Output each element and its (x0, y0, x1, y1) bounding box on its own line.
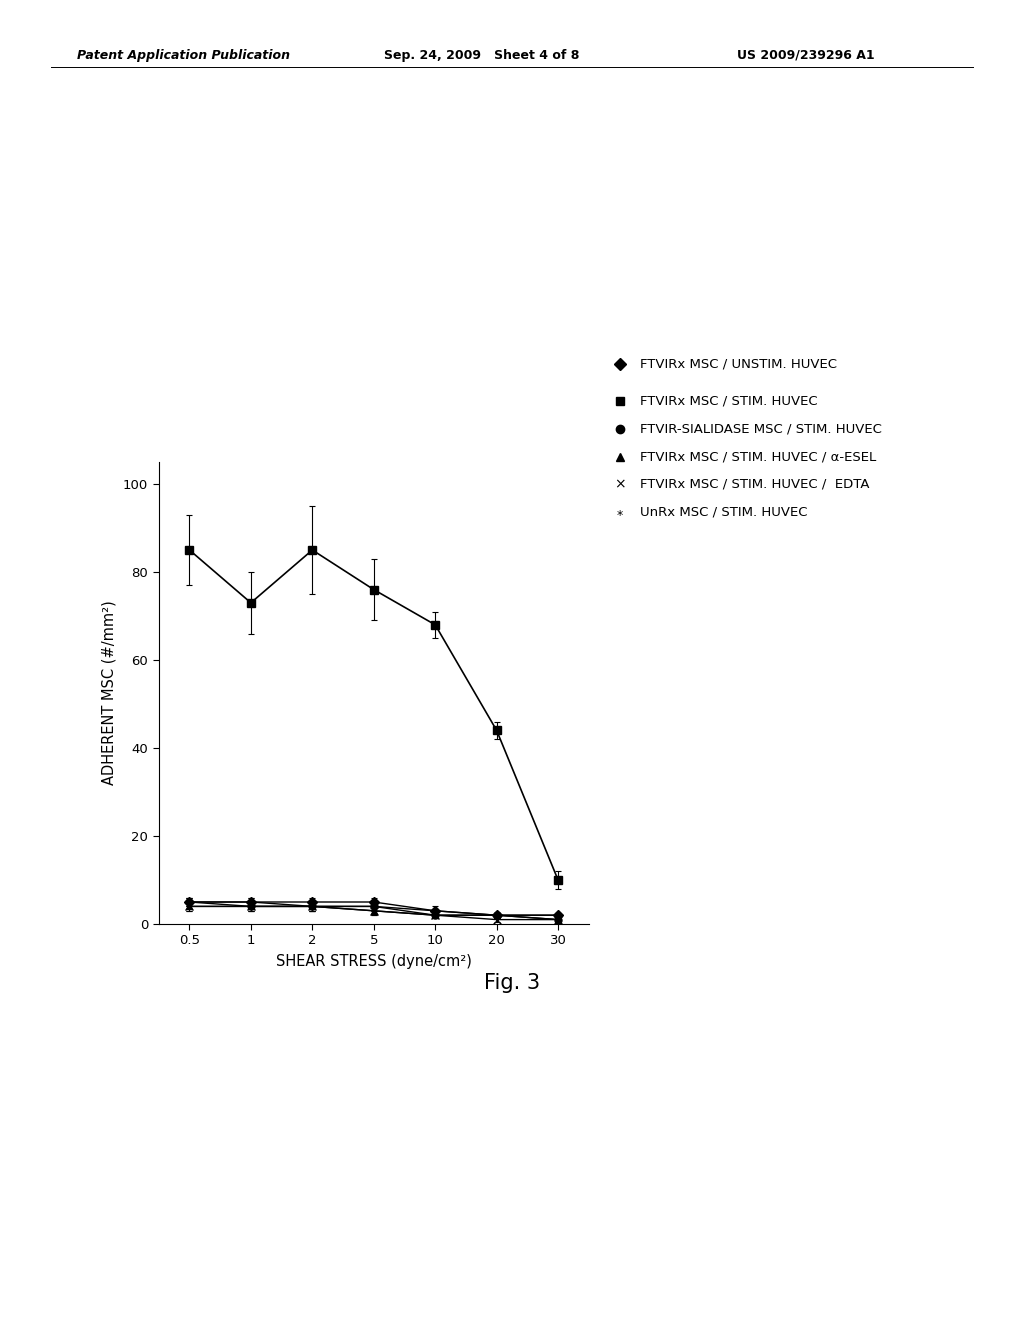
Text: ⁎: ⁎ (186, 898, 193, 907)
Text: Patent Application Publication: Patent Application Publication (77, 49, 290, 62)
Text: Fig. 3: Fig. 3 (484, 973, 540, 994)
Text: ⁎: ⁎ (309, 902, 315, 911)
Text: FTVIRx MSC / STIM. HUVEC / α-ESEL: FTVIRx MSC / STIM. HUVEC / α-ESEL (640, 450, 877, 463)
X-axis label: SHEAR STRESS (dyne/cm²): SHEAR STRESS (dyne/cm²) (275, 954, 472, 969)
Text: ⁎: ⁎ (371, 902, 377, 911)
Text: ⁎: ⁎ (248, 898, 254, 907)
Text: FTVIRx MSC / UNSTIM. HUVEC: FTVIRx MSC / UNSTIM. HUVEC (640, 358, 837, 371)
Text: ⁎: ⁎ (616, 506, 623, 519)
Text: FTVIRx MSC / STIM. HUVEC /  EDTA: FTVIRx MSC / STIM. HUVEC / EDTA (640, 478, 869, 491)
Text: ⁎: ⁎ (432, 906, 438, 916)
Text: ⁎: ⁎ (494, 911, 500, 920)
Text: US 2009/239296 A1: US 2009/239296 A1 (737, 49, 874, 62)
Text: ×: × (613, 478, 626, 491)
Text: FTVIR-SIALIDASE MSC / STIM. HUVEC: FTVIR-SIALIDASE MSC / STIM. HUVEC (640, 422, 882, 436)
Text: FTVIRx MSC / STIM. HUVEC: FTVIRx MSC / STIM. HUVEC (640, 395, 817, 408)
Y-axis label: ADHERENT MSC (#/mm²): ADHERENT MSC (#/mm²) (101, 601, 116, 785)
Text: UnRx MSC / STIM. HUVEC: UnRx MSC / STIM. HUVEC (640, 506, 808, 519)
Text: Sep. 24, 2009   Sheet 4 of 8: Sep. 24, 2009 Sheet 4 of 8 (384, 49, 580, 62)
Text: ⁎: ⁎ (555, 911, 561, 920)
